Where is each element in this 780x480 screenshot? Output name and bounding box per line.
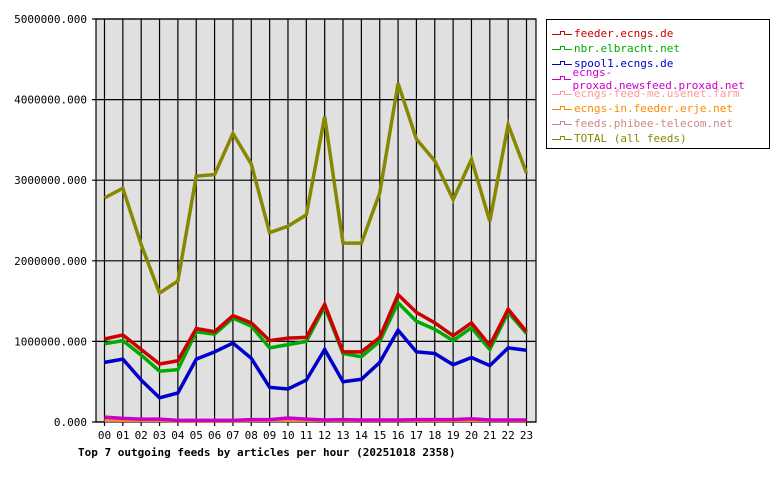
legend-label: spool1.ecngs.de	[574, 57, 674, 70]
y-tick-label: 1000000.000	[14, 335, 87, 348]
y-tick-label: 2000000.000	[14, 255, 87, 268]
x-tick-label: 05	[190, 429, 203, 442]
legend-line-marker-icon	[552, 30, 572, 37]
legend-label: ecngs-in.feeder.erje.net	[574, 102, 733, 115]
chart-legend: feeder.ecngs.de nbr.elbracht.net spool1.ec…	[546, 19, 770, 149]
x-tick-label: 08	[245, 429, 258, 442]
x-tick-label: 06	[208, 429, 221, 442]
legend-item: TOTAL (all feeds)	[547, 131, 769, 146]
x-tick-label: 16	[391, 429, 404, 442]
x-tick-label: 14	[355, 429, 369, 442]
legend-label: nbr.elbracht.net	[574, 42, 680, 55]
legend-line-marker-icon	[552, 135, 572, 142]
x-tick-label: 22	[502, 429, 515, 442]
legend-label: ecngs-feed-me.usenet.farm	[574, 87, 740, 100]
legend-item: feeds.phibee-telecom.net	[547, 116, 769, 131]
legend-item: ecngs-in.feeder.erje.net	[547, 101, 769, 116]
x-tick-label: 03	[153, 429, 166, 442]
legend-item: ecngs-proxad.newsfeed.proxad.net	[547, 66, 769, 92]
x-tick-label: 12	[318, 429, 331, 442]
x-tick-label: 17	[410, 429, 423, 442]
legend-item: spool1.ecngs.de	[547, 56, 769, 71]
y-tick-label: 3000000.000	[14, 174, 87, 187]
x-tick-label: 23	[520, 429, 533, 442]
x-tick-label: 00	[98, 429, 111, 442]
y-tick-label: 4000000.000	[14, 94, 87, 107]
x-tick-label: 10	[281, 429, 294, 442]
legend-item: nbr.elbracht.net	[547, 41, 769, 56]
x-tick-label: 13	[336, 429, 349, 442]
legend-label: feeds.phibee-telecom.net	[574, 117, 733, 130]
legend-item: feeder.ecngs.de	[547, 26, 769, 41]
series-line	[104, 291, 528, 366]
legend-line-marker-icon	[552, 45, 572, 52]
x-tick-label: 02	[135, 429, 148, 442]
x-tick-label: 01	[116, 429, 129, 442]
x-tick-label: 19	[446, 429, 459, 442]
legend-line-marker-icon	[552, 75, 571, 82]
y-axis: 0.000 1000000.000 2000000.000 3000000.000 40…	[14, 13, 87, 429]
x-tick-label: 11	[300, 429, 313, 442]
y-tick-label: 0.000	[54, 416, 87, 429]
chart-title: Top 7 outgoing feeds by articles per hou…	[78, 446, 456, 459]
legend-item: ecngs-feed-me.usenet.farm	[547, 86, 769, 101]
grid-lines	[92, 18, 537, 426]
x-tick-label: 18	[428, 429, 441, 442]
legend-line-marker-icon	[552, 60, 572, 67]
x-axis: 00 01 02 03 04 05 06 07 08 09 10 11 12 13 14 15 16 17 18 19…	[98, 429, 533, 442]
x-tick-label: 15	[373, 429, 386, 442]
legend-line-marker-icon	[552, 90, 572, 97]
legend-line-marker-icon	[552, 105, 572, 112]
x-tick-label: 04	[171, 429, 185, 442]
series-line	[103, 82, 529, 296]
legend-line-marker-icon	[552, 120, 572, 127]
series-line	[104, 327, 527, 400]
data-series	[103, 82, 529, 423]
plot-area	[96, 19, 536, 422]
legend-label: TOTAL (all feeds)	[574, 132, 687, 145]
legend-label: ecngs-proxad.newsfeed.proxad.net	[572, 65, 745, 92]
series-line	[104, 415, 527, 423]
legend-label: feeder.ecngs.de	[574, 27, 674, 40]
x-tick-label: 07	[226, 429, 239, 442]
y-tick-label: 5000000.000	[14, 13, 87, 26]
x-tick-label: 09	[263, 429, 276, 442]
x-tick-label: 21	[483, 429, 496, 442]
x-tick-label: 20	[465, 429, 478, 442]
